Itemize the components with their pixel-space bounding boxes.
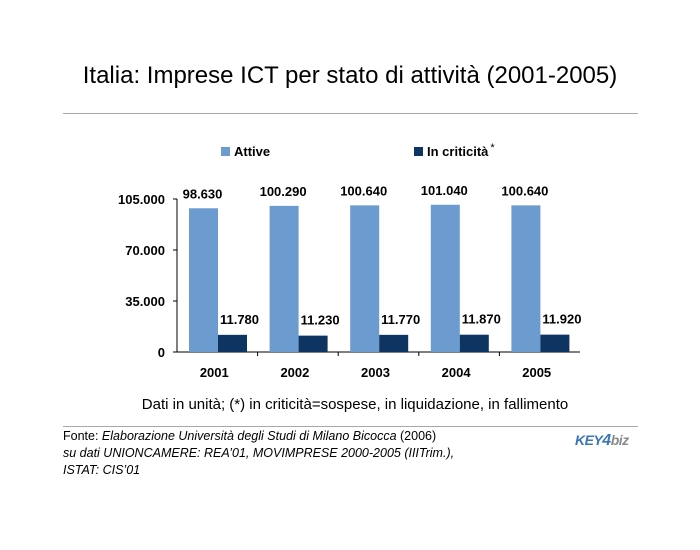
data-label-attive: 100.640 [501, 183, 548, 198]
bar-attive [350, 205, 380, 352]
legend-item-criticita: In criticità * [414, 141, 495, 159]
x-tick-label: 2004 [442, 365, 472, 380]
source-text: Fonte: Elaborazione Università degli Stu… [63, 428, 454, 479]
logo-biz: biz [610, 432, 629, 448]
y-tick-label: 0 [158, 345, 165, 360]
x-tick-label: 2002 [280, 365, 309, 380]
legend: Attive In criticità * [0, 141, 700, 164]
data-label-criticita: 11.230 [301, 313, 340, 328]
logo-four: 4 [602, 432, 611, 449]
chart-note: Dati in unità; (*) in criticità=sospese,… [141, 396, 569, 413]
data-label-attive: 98.630 [183, 186, 223, 201]
source-line-1: Fonte: Elaborazione Università degli Stu… [63, 428, 454, 445]
source-author: Elaborazione Università degli Studi di M… [101, 429, 397, 443]
y-tick-label: 35.000 [125, 294, 165, 309]
data-label-attive: 100.290 [260, 184, 307, 199]
title-divider [63, 113, 638, 114]
data-label-attive: 101.040 [421, 183, 468, 198]
logo-key: KEY [575, 432, 603, 448]
legend-asterisk: * [490, 141, 495, 154]
data-label-criticita: 11.920 [542, 312, 581, 327]
y-tick-label: 70.000 [125, 243, 165, 258]
data-label-criticita: 11.770 [381, 312, 420, 327]
footer-divider [63, 426, 638, 427]
source-prefix: Fonte: [63, 429, 102, 443]
source-year: (2006) [396, 429, 437, 443]
bar-criticita [459, 334, 489, 352]
x-tick-label: 2001 [200, 365, 229, 380]
legend-item-attive: Attive [221, 144, 270, 159]
bar-criticita [379, 334, 409, 352]
bar-criticita [218, 334, 247, 352]
legend-label-attive: Attive [234, 144, 271, 159]
data-label-criticita: 11.870 [462, 312, 501, 327]
x-tick-label: 2003 [361, 365, 390, 380]
x-tick-label: 2005 [522, 365, 551, 380]
bar-attive [189, 208, 218, 352]
bar-criticita [540, 334, 570, 352]
bar-criticita [298, 335, 328, 352]
legend-swatch-attive [221, 147, 230, 156]
bar-attive [269, 205, 299, 352]
data-label-criticita: 11.780 [220, 312, 259, 327]
key4biz-logo: KEY4biz [575, 432, 629, 450]
bar-attive [511, 205, 541, 352]
source-line-2: su dati UNIONCAMERE: REA’01, MOVIMPRESE … [63, 446, 455, 460]
legend-label-criticita: In criticità [427, 144, 489, 159]
y-tick-label: 105.000 [118, 192, 165, 207]
bar-attive [430, 204, 460, 352]
source-line-3: ISTAT: CIS’01 [63, 463, 141, 477]
chart-title: Italia: Imprese ICT per stato di attivit… [82, 62, 618, 89]
data-label-attive: 100.640 [340, 183, 387, 198]
legend-swatch-criticita [414, 147, 423, 156]
